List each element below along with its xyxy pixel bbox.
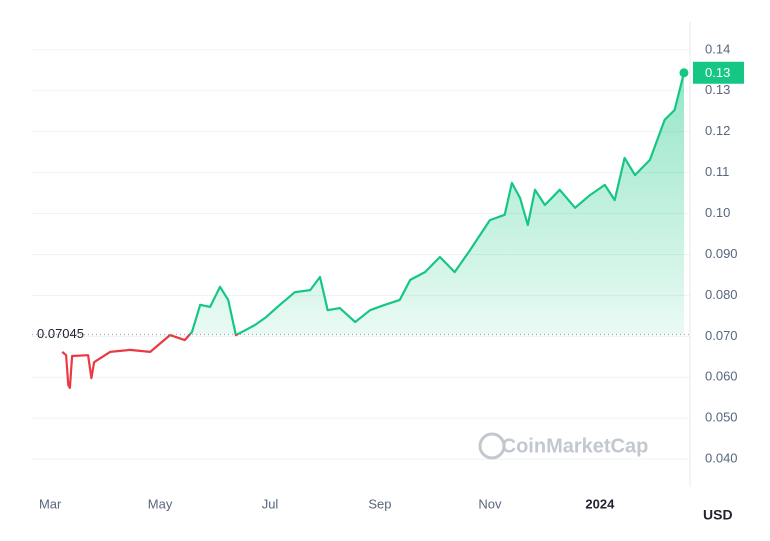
y-tick-label: 0.040: [705, 451, 738, 466]
price-tag: [693, 61, 744, 84]
y-tick-label: 0.10: [705, 205, 730, 220]
y-tick-label: 0.12: [705, 123, 730, 138]
watermark-logo: [478, 432, 506, 460]
y-tick-label: 0.080: [705, 287, 738, 302]
y-tick-label: 0.070: [705, 328, 738, 343]
y-axis-label: USD: [703, 507, 733, 523]
y-tick-label: 0.060: [705, 369, 738, 384]
price-tag-label: 0.13: [705, 65, 730, 80]
y-tick-label: 0.090: [705, 246, 738, 261]
x-tick-label: May: [148, 496, 173, 511]
y-tick-label: 0.11: [705, 164, 729, 179]
price-line: [61, 72, 686, 389]
x-tick-label: Jul: [262, 496, 279, 511]
y-tick-label: 0.050: [705, 410, 738, 425]
x-tick-label: 2024: [585, 496, 615, 511]
x-tick-label: Mar: [39, 496, 62, 511]
y-tick-label: 0.14: [705, 41, 730, 56]
x-tick-label: Nov: [478, 496, 502, 511]
last-point: [679, 68, 689, 78]
y-tick-label: 0.13: [705, 82, 730, 97]
x-tick-label: Sep: [368, 496, 391, 511]
area: [62, 72, 684, 335]
watermark: CoinMarketCap: [502, 435, 649, 457]
reference-label: 0.07045: [37, 326, 84, 341]
